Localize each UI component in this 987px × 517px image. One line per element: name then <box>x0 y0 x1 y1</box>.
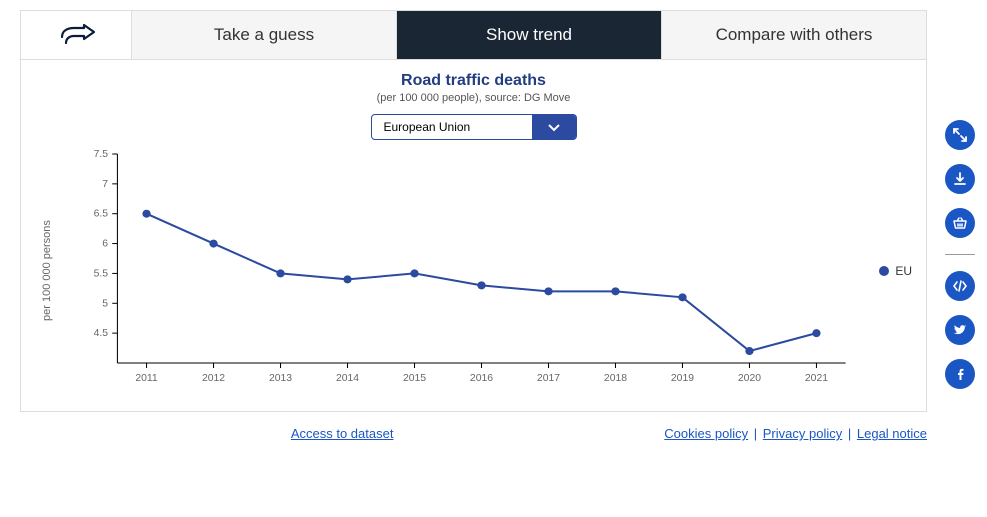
svg-text:2016: 2016 <box>470 373 493 384</box>
dataset-link[interactable]: Access to dataset <box>291 426 394 441</box>
facebook-icon[interactable] <box>945 359 975 389</box>
plot: 4.5 5 5.5 6 6.5 7 7.5 2011 2012 2013 2014 2015 2016 2… <box>55 148 908 393</box>
svg-text:2017: 2017 <box>537 373 560 384</box>
side-toolbar <box>945 120 975 389</box>
tab-compare[interactable]: Compare with others <box>661 11 926 59</box>
svg-text:2011: 2011 <box>135 373 158 384</box>
chevron-down-icon[interactable] <box>532 115 576 139</box>
svg-text:2020: 2020 <box>738 373 761 384</box>
svg-text:7.5: 7.5 <box>94 149 109 160</box>
svg-text:2012: 2012 <box>202 373 225 384</box>
svg-text:2013: 2013 <box>269 373 292 384</box>
cookies-link[interactable]: Cookies policy <box>664 426 748 441</box>
expand-icon[interactable] <box>945 120 975 150</box>
twitter-icon[interactable] <box>945 315 975 345</box>
legal-link[interactable]: Legal notice <box>857 426 927 441</box>
region-selector[interactable]: European Union <box>371 114 577 140</box>
svg-text:2014: 2014 <box>336 373 359 384</box>
chart-title: Road traffic deaths <box>39 72 908 90</box>
svg-text:6.5: 6.5 <box>94 209 109 220</box>
chart-card: Road traffic deaths (per 100 000 people)… <box>20 60 927 412</box>
legend: EU <box>879 264 912 278</box>
privacy-link[interactable]: Privacy policy <box>763 426 842 441</box>
download-icon[interactable] <box>945 164 975 194</box>
svg-text:5: 5 <box>102 298 108 309</box>
pointer-icon <box>21 11 131 59</box>
footer: Access to dataset Cookies policy | Priva… <box>20 426 927 441</box>
svg-text:2019: 2019 <box>671 373 694 384</box>
tab-trend[interactable]: Show trend <box>396 11 661 59</box>
legend-label: EU <box>895 264 912 278</box>
svg-text:6: 6 <box>102 239 108 250</box>
svg-text:2018: 2018 <box>604 373 627 384</box>
y-axis-label: per 100 000 persons <box>39 148 55 393</box>
region-selector-value: European Union <box>372 115 532 139</box>
chart-subtitle: (per 100 000 people), source: DG Move <box>39 92 908 104</box>
tab-guess[interactable]: Take a guess <box>131 11 396 59</box>
svg-text:7: 7 <box>102 179 108 190</box>
svg-text:4.5: 4.5 <box>94 328 109 339</box>
tabs-row: Take a guess Show trend Compare with oth… <box>20 10 927 60</box>
legend-marker <box>879 266 889 276</box>
region-selector-row: European Union <box>39 114 908 140</box>
basket-icon[interactable] <box>945 208 975 238</box>
toolbar-divider <box>945 254 975 255</box>
svg-text:5.5: 5.5 <box>94 269 109 280</box>
svg-text:2015: 2015 <box>403 373 426 384</box>
embed-icon[interactable] <box>945 271 975 301</box>
chart-area: per 100 000 persons 4.5 5 5.5 6 6.5 7 7.5 2011 2… <box>39 148 908 393</box>
svg-text:2021: 2021 <box>805 373 828 384</box>
